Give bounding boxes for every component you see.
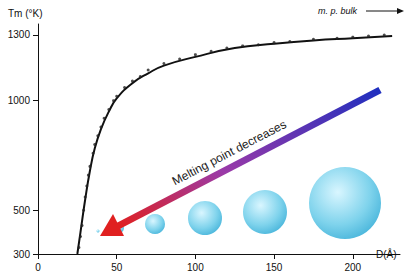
svg-text:150: 150 (266, 262, 283, 273)
svg-text:300: 300 (13, 249, 30, 260)
svg-text:100: 100 (187, 262, 204, 273)
svg-text:Melting point decreases: Melting point decreases (170, 117, 289, 188)
svg-text:m. p. bulk: m. p. bulk (318, 6, 358, 16)
svg-text:1300: 1300 (8, 29, 31, 40)
svg-text:50: 50 (111, 262, 123, 273)
svg-text:D(Å): D(Å) (376, 248, 397, 260)
svg-text:200: 200 (344, 262, 361, 273)
svg-text:1000: 1000 (8, 95, 31, 106)
svg-text:0: 0 (35, 262, 41, 273)
svg-text:Tm (°K): Tm (°K) (8, 8, 43, 19)
svg-text:500: 500 (13, 205, 30, 216)
